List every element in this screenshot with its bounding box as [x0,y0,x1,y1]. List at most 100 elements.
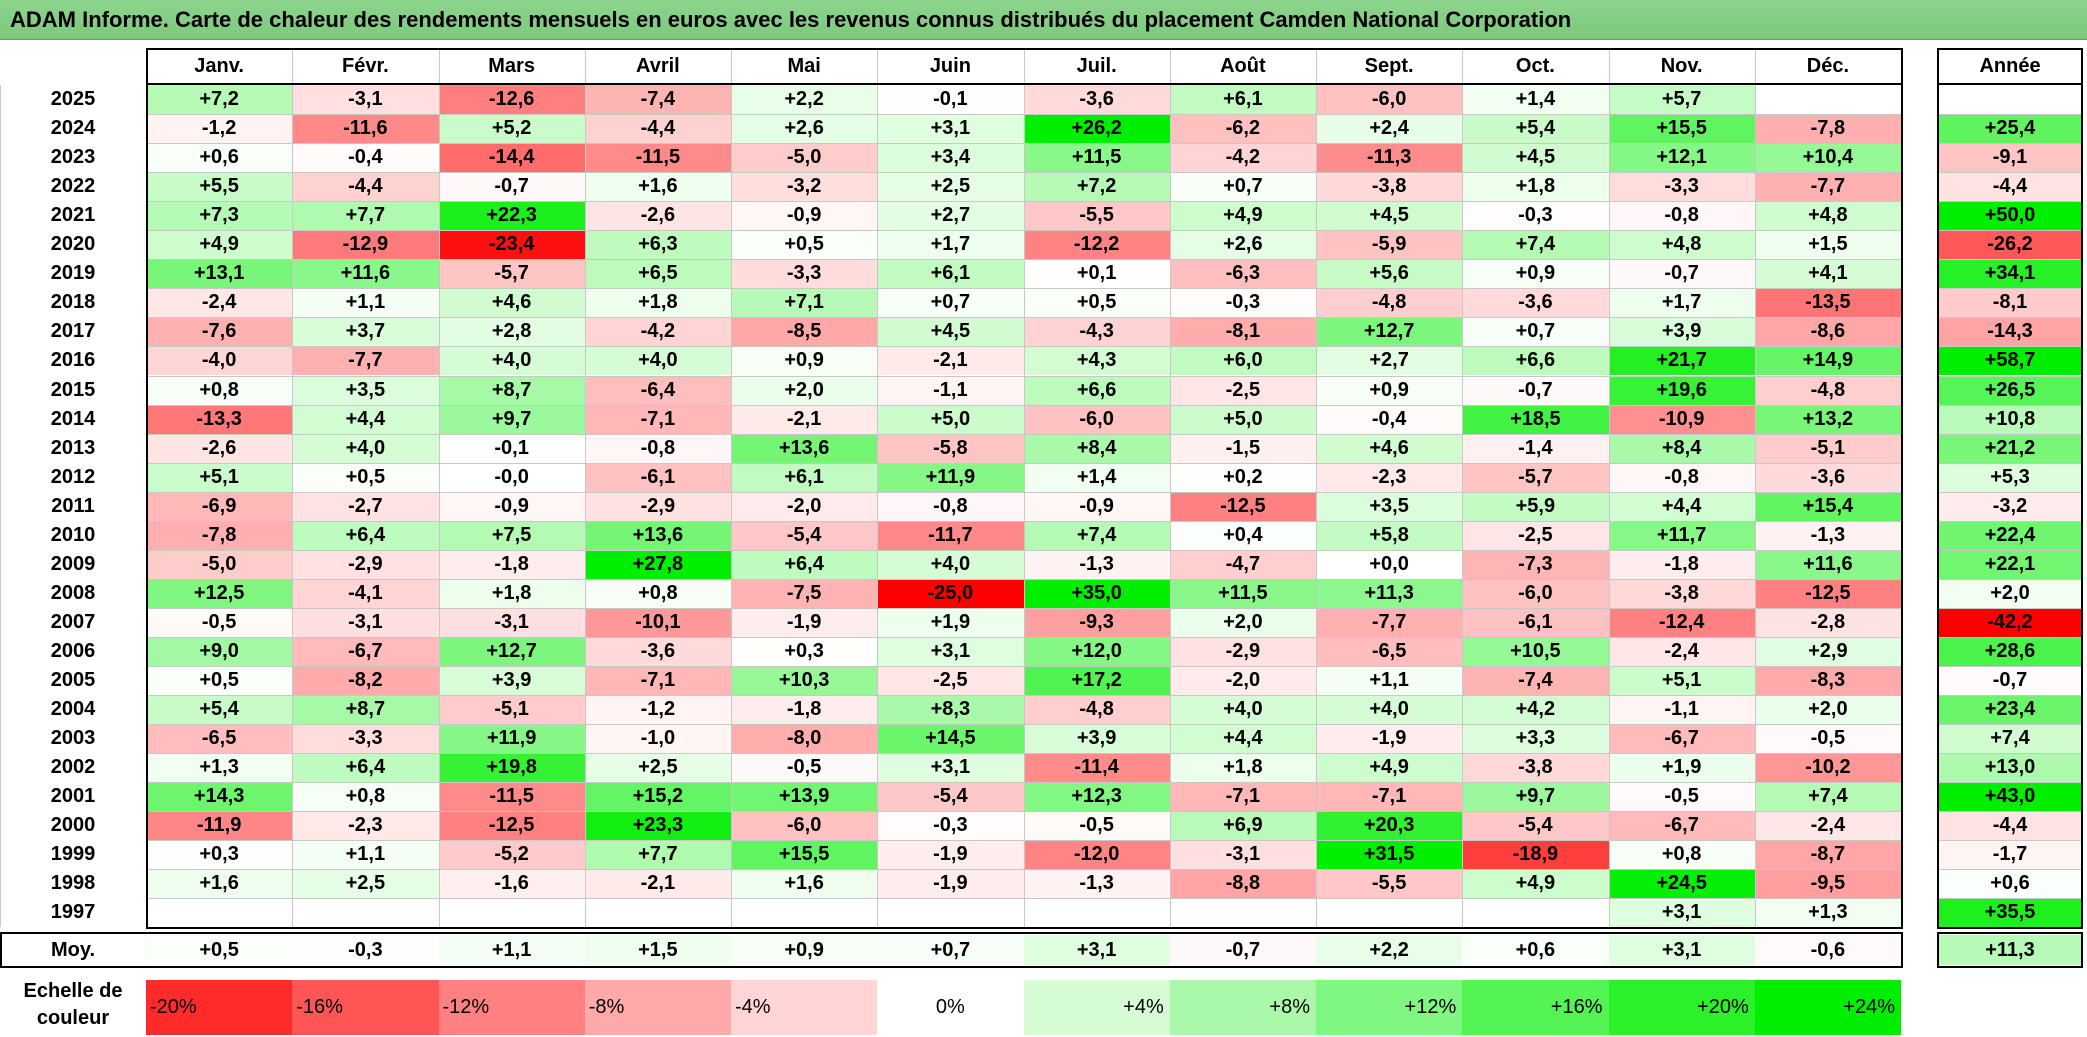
heatmap-cell: -2,0 [1169,666,1316,696]
grid-line [1937,782,2083,784]
heatmap-cell: +24,5 [1608,869,1755,899]
heatmap-cell: +4,4 [292,404,439,434]
heatmap-cell: -2,5 [1169,375,1316,405]
heatmap-cell: +12,1 [1608,143,1755,173]
heatmap-cell: -7,4 [1462,666,1609,696]
heatmap-cell: -5,5 [1023,201,1170,231]
year-label: 2020 [50,233,96,256]
annual-cell: +5,3 [1937,462,2083,492]
heatmap-cell: +0,0 [1316,549,1463,579]
year-label: 2015 [50,378,96,401]
heatmap-cell: -25,0 [877,578,1024,608]
heatmap-cell: -1,3 [1023,549,1170,579]
heatmap-cell: +13,1 [146,259,293,289]
heatmap-cell: -8,6 [1754,317,1901,347]
heatmap-cell: -7,7 [1316,607,1463,637]
heatmap-cell: +2,0 [1169,607,1316,637]
heatmap-cell: -8,7 [1754,840,1901,870]
heatmap-cell: -0,9 [1023,491,1170,521]
data-frame [146,83,1903,930]
page-title: ADAM Informe. Carte de chaleur des rende… [10,7,1572,32]
color-scale-step: -8% [584,980,731,1035]
heatmap-cell: -0,9 [731,201,878,231]
month-header: Oct. [1515,55,1555,77]
color-scale-step: -20% [146,980,293,1035]
heatmap-cell: +10,5 [1462,636,1609,666]
heatmap-cell: -0,5 [1023,811,1170,841]
heatmap-cell: -1,3 [1023,869,1170,899]
heatmap-cell [1023,898,1170,928]
heatmap-cell: +2,9 [1754,636,1901,666]
heatmap-cell: -6,0 [731,811,878,841]
heatmap-cell: +23,3 [584,811,731,841]
heatmap-cell: -2,0 [731,491,878,521]
heatmap-cell: +15,4 [1754,491,1901,521]
heatmap-cell: +12,0 [1023,636,1170,666]
average-cell: -0,7 [1169,935,1316,965]
grid-line [1937,230,2083,232]
heatmap-cell: +4,9 [1462,869,1609,899]
heatmap-cell: +0,6 [146,143,293,173]
annual-cell: -14,3 [1937,317,2083,347]
month-header: Août [1220,55,1266,77]
heatmap-cell: +13,6 [731,433,878,463]
heatmap-cell: -11,5 [584,143,731,173]
color-scale-step: -4% [731,980,878,1035]
heatmap-cell: +5,9 [1462,491,1609,521]
color-scale-step: +24% [1754,980,1901,1035]
year-label: 1997 [50,901,96,924]
average-cell: +0,6 [1462,935,1609,965]
heatmap-cell: +4,3 [1023,346,1170,376]
heatmap-cell: -5,7 [438,259,585,289]
heatmap-cell: -10,9 [1608,404,1755,434]
heatmap-cell: +4,6 [1316,433,1463,463]
month-header: Juin [929,55,971,77]
heatmap-cell: +6,1 [877,259,1024,289]
average-annual-cell: +11,3 [1937,935,2083,965]
heatmap-cell: +2,5 [877,172,1024,202]
heatmap-cell: -6,4 [584,375,731,405]
grid-line [1937,840,2083,842]
heatmap-cell: -6,1 [1462,607,1609,637]
heatmap-cell: -3,1 [438,607,585,637]
year-label: 2017 [50,320,96,343]
year-label: 2007 [50,610,96,633]
heatmap-cell: +5,4 [1462,114,1609,144]
heatmap-cell: -8,3 [1754,666,1901,696]
average-cell: +1,5 [584,935,731,965]
heatmap-cell: -7,1 [1316,782,1463,812]
heatmap-cell: +2,7 [1316,346,1463,376]
heatmap-cell: +3,4 [877,143,1024,173]
heatmap-cell: +1,4 [1462,85,1609,115]
annual-cell: +22,4 [1937,520,2083,550]
month-header: Avril [636,55,680,77]
month-header: Mars [488,55,535,77]
grid-line [1169,50,1171,928]
heatmap-cell: +3,1 [877,636,1024,666]
grid-line [1937,869,2083,871]
annual-cell: -0,7 [1937,666,2083,696]
heatmap-cell: +7,4 [1023,520,1170,550]
heatmap-cell: -6,0 [1462,578,1609,608]
heatmap-cell: +7,4 [1462,230,1609,260]
average-cell: +2,2 [1316,935,1463,965]
heatmap-cell: +18,5 [1462,404,1609,434]
color-scale-step: +16% [1462,980,1609,1035]
heatmap-cell: -4,1 [292,578,439,608]
heatmap-cell: +0,5 [292,462,439,492]
heatmap-cell: -5,1 [1754,433,1901,463]
heatmap-cell: +1,7 [1608,288,1755,318]
year-label: 2005 [50,669,96,691]
color-scale-step: +20% [1608,980,1755,1035]
heatmap-cell: -4,2 [584,317,731,347]
heatmap-cell: -6,1 [584,462,731,492]
heatmap-cell [584,898,731,928]
heatmap-cell: +6,4 [292,520,439,550]
heatmap-cell: -3,1 [292,607,439,637]
average-cell: +0,7 [877,935,1024,965]
heatmap-cell: +5,1 [1608,666,1755,696]
heatmap-cell: +11,9 [877,462,1024,492]
heatmap-cell: -5,1 [438,695,585,725]
separator-line [0,85,1,928]
heatmap-cell: +9,0 [146,636,293,666]
